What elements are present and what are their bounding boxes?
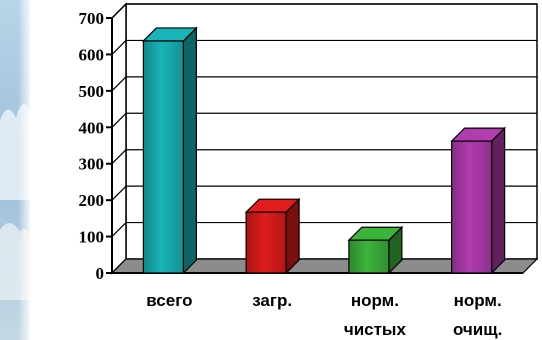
bar-side <box>182 26 197 275</box>
y-tick-label: 300 <box>79 155 105 174</box>
y-tick-label: 100 <box>79 228 105 247</box>
gridline-side <box>111 76 127 92</box>
gridline-side <box>111 185 127 201</box>
x-category-label: загр. <box>252 291 292 310</box>
y-tick-label: 700 <box>79 9 105 28</box>
x-category-label: чистых <box>344 320 407 339</box>
y-tick-label: 0 <box>96 264 105 283</box>
bar <box>245 211 287 274</box>
gridline-side <box>111 40 127 55</box>
x-category-label: всего <box>146 291 192 310</box>
bar-side <box>491 126 506 275</box>
x-category-label: норм. <box>454 291 502 310</box>
bar <box>142 40 184 274</box>
gridline-side <box>111 222 127 237</box>
y-tick-label: 200 <box>79 191 105 210</box>
x-category-label: очищ. <box>453 320 502 339</box>
gridline-side <box>111 112 127 128</box>
y-tick-label: 600 <box>79 45 105 64</box>
y-tick-label: 500 <box>79 82 105 101</box>
x-category-label: норм. <box>351 291 399 310</box>
plot-side-wall <box>111 2 127 275</box>
gridline-side <box>111 149 127 165</box>
gridline-side <box>111 3 127 19</box>
bar <box>348 239 390 274</box>
y-tick-label: 400 <box>79 118 105 137</box>
bar <box>451 140 493 274</box>
